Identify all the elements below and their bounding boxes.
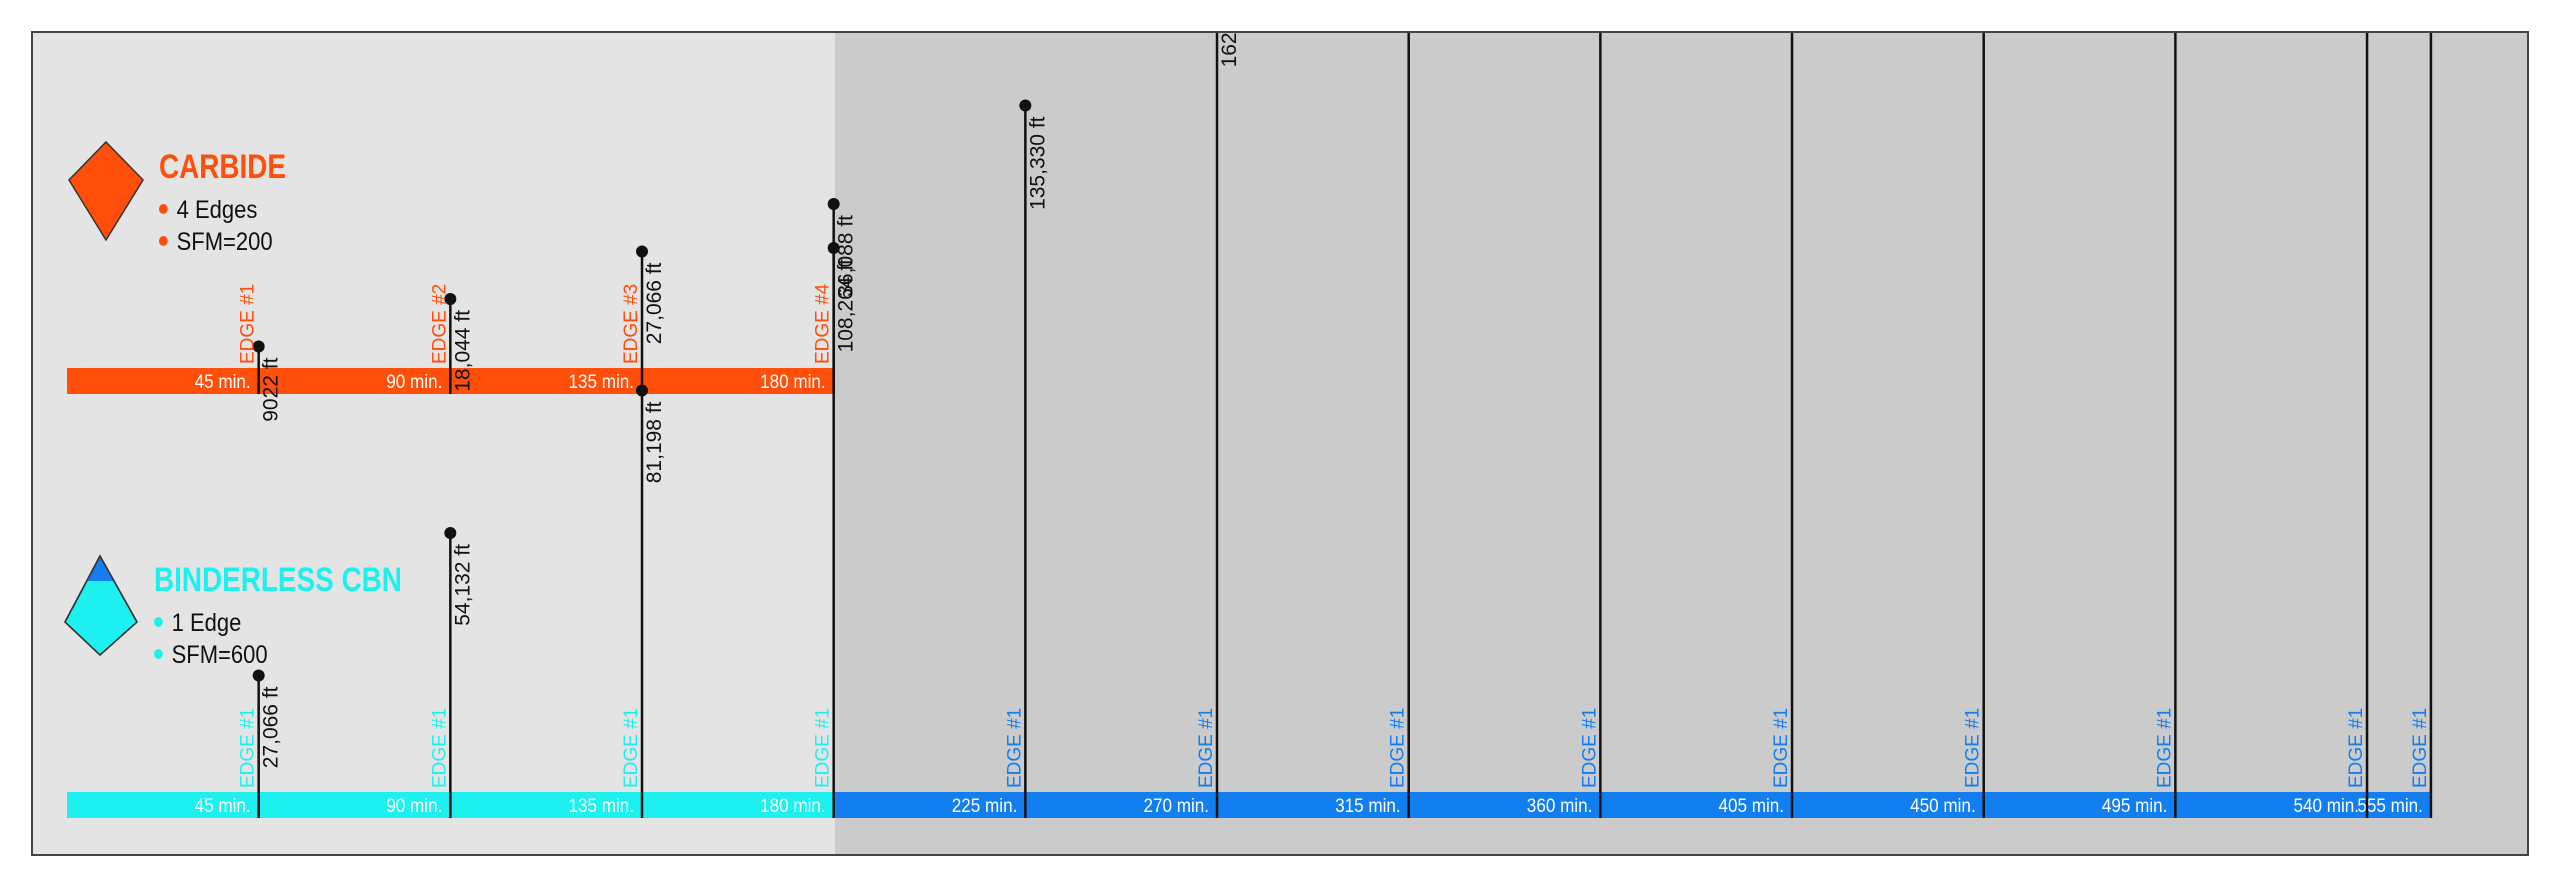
bar-segment	[67, 368, 259, 394]
bar-segment	[642, 368, 834, 394]
cbn-title: BINDERLESS CBN	[154, 561, 402, 599]
bar-segment	[2367, 792, 2431, 818]
cbn-diamond-icon	[64, 554, 138, 657]
feet-label: 108,264 ft	[835, 259, 858, 353]
bar-segment	[258, 368, 451, 394]
carbide-sfm-label: SFM=200	[176, 228, 273, 256]
cbn-diamond-outline	[64, 554, 138, 657]
time-label: 90 min.	[386, 371, 442, 392]
cbn-sfm-label: SFM=600	[171, 641, 268, 669]
time-label: 225 min.	[952, 795, 1018, 816]
edge-label: EDGE #3	[621, 284, 642, 364]
marker-dot	[444, 293, 457, 305]
marker-dot	[636, 245, 649, 258]
edge-label: EDGE #1	[1963, 708, 1984, 788]
time-label: 540 min.	[2293, 795, 2359, 816]
edge-label: EDGE #1	[1579, 708, 1600, 788]
bar-segment	[1025, 792, 1218, 818]
edge-label: EDGE #1	[1196, 708, 1217, 788]
feet-label: 54,132 ft	[451, 544, 474, 626]
marker-dot	[636, 384, 649, 397]
edge-label: EDGE #1	[1388, 708, 1409, 788]
edge-label: EDGE #1	[1771, 708, 1792, 788]
timeline-bars	[67, 368, 2431, 818]
marker-dot	[827, 198, 840, 210]
carbide-diamond-shape	[68, 140, 144, 242]
carbide-sfm-item: SFM=200	[159, 228, 273, 257]
carbide-diamond-icon	[68, 140, 144, 242]
bar-segment	[1217, 792, 1409, 818]
marker-dot	[252, 340, 265, 353]
edge-label: EDGE #1	[2346, 708, 2367, 788]
feet-label: 27,066 ft	[643, 262, 666, 344]
bar-segment	[450, 368, 643, 394]
edge-label: EDGE #1	[1004, 708, 1025, 788]
time-label: 555 min.	[2357, 795, 2423, 816]
time-label: 495 min.	[2102, 795, 2168, 816]
bar-segment	[67, 792, 259, 818]
feet-label: 135,330 ft	[1026, 116, 1049, 210]
carbide-lifetime-panel	[33, 33, 835, 854]
cbn-edges-item: 1 Edge	[154, 609, 241, 638]
time-label: 180 min.	[760, 371, 826, 392]
timeline-marks: 45 min. 90 min. 135 min. 180 min.9022 ftEDG…	[195, 33, 2433, 818]
feet-label: 162,396 ft	[1218, 33, 1241, 67]
edge-label: EDGE #1	[429, 708, 450, 788]
edge-label: EDGE #1	[2410, 708, 2431, 788]
carbide-title: CARBIDE	[159, 148, 287, 186]
cbn-edges-label: 1 Edge	[171, 609, 242, 637]
feet-label: 9022 ft	[260, 357, 283, 421]
time-label: 135 min.	[568, 371, 634, 392]
time-label: 405 min.	[1718, 795, 1784, 816]
marker-dot	[252, 669, 265, 682]
edge-label: EDGE #4	[813, 283, 834, 364]
cbn-diamond-tip	[86, 556, 114, 581]
cbn-sfm-item: SFM=600	[154, 641, 268, 670]
edge-label: EDGE #1	[238, 284, 259, 364]
bar-segment	[1600, 792, 1793, 818]
feet-label: 27,066 ft	[260, 686, 283, 768]
bar-segment	[1408, 792, 1601, 818]
time-label: 360 min.	[1527, 795, 1593, 816]
bar-segment	[258, 792, 451, 818]
time-label: 180 min.	[760, 795, 826, 816]
time-label: 45 min.	[195, 371, 251, 392]
bar-segment	[642, 792, 834, 818]
tool-life-chart: 45 min. 90 min. 135 min. 180 min.9022 ftEDG…	[64, 33, 2433, 818]
marker-dot	[1019, 99, 1032, 112]
time-label: 45 min.	[195, 795, 251, 816]
bullet-icon	[154, 617, 163, 628]
bar-segment	[450, 792, 643, 818]
bullet-icon	[159, 204, 168, 215]
chart-frame: 45 min. 90 min. 135 min. 180 min. 9022 ft EDG…	[31, 31, 2529, 856]
edge-label: EDGE #2	[429, 284, 450, 364]
carbide-edges-item: 4 Edges	[159, 196, 257, 225]
bar-segment	[833, 792, 1026, 818]
time-label: 90 min.	[386, 795, 442, 816]
bullet-icon	[159, 236, 168, 247]
edge-label: EDGE #1	[813, 708, 834, 788]
bar-segment	[1983, 792, 2176, 818]
feet-label: 36,088 ft	[835, 215, 858, 297]
time-label: 450 min.	[1910, 795, 1976, 816]
carbide-edges-label: 4 Edges	[176, 196, 258, 224]
time-label: 135 min.	[568, 795, 634, 816]
edge-label: EDGE #1	[238, 708, 259, 788]
time-label: 315 min.	[1335, 795, 1401, 816]
marker-dot	[827, 242, 840, 254]
feet-label: 81,198 ft	[643, 401, 666, 483]
time-label: 270 min.	[1143, 795, 1209, 816]
bullet-icon	[154, 649, 163, 660]
feet-label: 18,044 ft	[451, 310, 474, 392]
marker-dot	[444, 527, 457, 539]
bar-segment	[2175, 792, 2368, 818]
bar-segment	[1792, 792, 1984, 818]
edge-label: EDGE #1	[2154, 708, 2175, 788]
edge-label: EDGE #1	[621, 708, 642, 788]
